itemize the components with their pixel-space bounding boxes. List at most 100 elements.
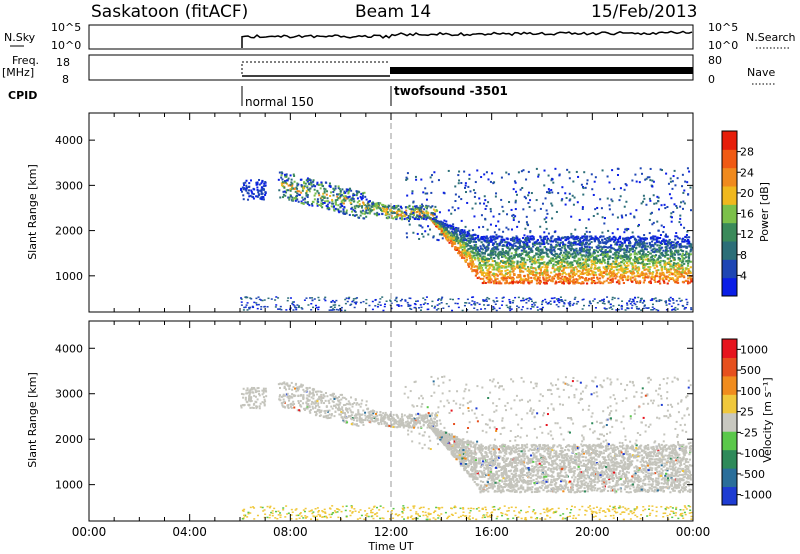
scatter-cell [465,302,468,304]
scatter-cell [565,273,568,276]
scatter-cell [468,173,471,176]
scatter-cell [623,188,626,191]
scatter-cell [665,267,668,270]
scatter-cell [581,269,585,272]
scatter-cell [457,227,460,230]
scatter-cell [463,231,466,234]
scatter-cell [246,309,249,311]
scatter-cell [565,280,568,283]
scatter-cell [615,249,618,252]
scatter-cell [420,209,423,212]
scatter-cell [274,299,277,301]
scatter-cell [440,233,443,236]
scatter-cell [608,273,611,276]
scatter-cell [541,301,544,303]
scatter-cell [240,187,243,190]
scatter-cell [555,298,558,300]
scatter-cell [530,238,533,241]
scatter-cell [621,248,624,251]
scatter-cell [573,279,576,282]
scatter-cell [464,302,467,304]
scatter-cell [470,246,473,249]
scatter-cell [418,213,421,216]
scatter-cell [532,236,535,239]
scatter-cell [555,264,558,267]
scatter-cell [303,185,306,188]
scatter-cell [581,264,584,267]
scatter-cell [282,182,285,185]
scatter-cell [280,171,283,174]
scatter-cell [580,256,583,259]
scatter-cell [455,239,459,242]
scatter-cell [328,309,331,311]
scatter-cell [664,249,668,252]
scatter-cell [677,303,680,306]
scatter-cell [500,240,503,243]
scatter-cell [624,183,627,186]
scatter-cell [508,201,511,204]
scatter-cell [642,258,645,261]
scatter-cell [481,273,484,276]
scatter-cell [563,251,566,254]
scatter-cell [479,237,483,240]
scatter-cell [533,244,536,247]
scatter-cell [528,240,531,243]
nsky-label: N.Sky [4,31,36,44]
scatter-cell [601,276,604,279]
scatter-cell [260,196,263,199]
scatter-cell [569,302,572,305]
scatter-cell [600,262,603,265]
scatter-cell [593,252,596,255]
scatter-cell [567,256,571,259]
scatter-cell [662,259,665,262]
scatter-cell [479,247,483,250]
scatter-cell [291,182,294,185]
scatter-cell [469,237,472,240]
scatter-cell [664,239,667,242]
scatter-cell [251,195,254,198]
scatter-cell [683,253,686,256]
scatter-cell [381,210,384,213]
scatter-cell [317,200,320,203]
scatter-cell [545,268,549,271]
scatter-cell [602,235,605,238]
scatter-cell [458,170,461,173]
scatter-cell [559,239,562,242]
scatter-cell [494,303,497,306]
scatter-cell [601,274,604,277]
scatter-cell [279,305,282,308]
scatter-cell [262,198,265,201]
scatter-cell [601,253,605,256]
scatter-cell [407,220,410,223]
scatter-cell [677,270,681,273]
scatter-cell [261,186,264,189]
scatter-cell [495,233,498,236]
scatter-cell [345,212,348,215]
scatter-cell [619,245,622,248]
scatter-cell [594,235,597,238]
scatter-cell [417,207,420,210]
scatter-cell [312,306,315,309]
scatter-cell [602,266,605,269]
scatter-cell [344,199,347,202]
scatter-cell [518,244,522,247]
scatter-cell [623,249,626,252]
scatter-cell [430,206,433,209]
scatter-cell [617,271,620,274]
scatter-cell [498,267,501,270]
scatter-cell [641,248,644,251]
scatter-cell [689,253,692,256]
scatter-cell [680,249,683,252]
scatter-cell [654,238,657,241]
scatter-cell [535,247,538,250]
scatter-cell [537,253,540,256]
scatter-cell [674,249,677,252]
scatter-cell [365,302,368,305]
scatter-cell [341,201,344,204]
scatter-cell [508,277,512,280]
scatter-cell [535,241,538,244]
scatter-cell [498,262,502,265]
scatter-cell [530,257,533,260]
scatter-cell [665,233,668,236]
scatter-cell [563,264,566,267]
